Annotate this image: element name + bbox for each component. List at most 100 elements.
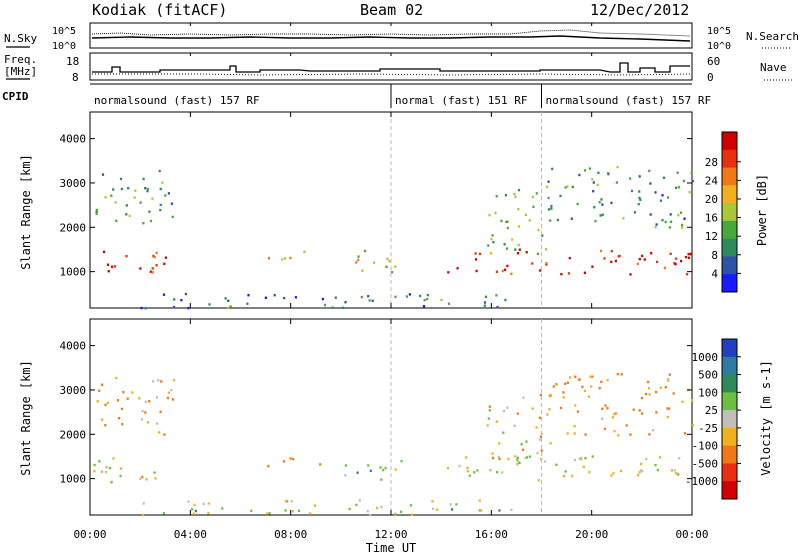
scatter-cell [191,508,194,511]
scatter-cell [536,252,539,256]
scatter-cell [675,472,678,475]
scatter-cell [227,299,230,302]
scatter-cell [95,212,98,215]
scatter-cell [550,205,553,208]
scatter-cell [344,474,347,477]
scatter-cell [431,500,434,503]
scatter-cell [162,293,166,296]
scatter-cell [119,177,123,181]
scatter-cell [151,267,154,270]
y-tick-label: 4000 [60,340,87,353]
scatter-cell [535,426,538,429]
cpid-label: CPID [2,90,29,103]
scatter-cell [146,189,149,193]
scatter-cell [93,469,96,473]
scatter-cell [294,296,297,299]
scatter-cell [101,418,104,421]
scatter-cell [229,305,232,308]
scatter-cell [284,509,287,512]
scatter-cell [127,187,130,190]
scatter-cell [629,273,632,276]
scatter-cell [538,438,541,441]
scatter-cell [487,417,490,420]
power-y-ticks: 1000 2000 3000 4000 [60,112,692,308]
scatter-cell [419,294,422,298]
scatter-cell [447,271,450,274]
scatter-cell [541,234,544,237]
scatter-cell [583,271,586,274]
scatter-cell [670,220,673,223]
colorbar-swatch [722,339,737,358]
scatter-cell [139,477,142,480]
scatter-cell [160,380,163,383]
scatter-cell [250,509,253,513]
colorbar-tick-label: 4 [711,267,718,280]
scatter-cell [146,187,150,191]
scatter-cell [101,383,104,386]
scatter-cell [495,195,498,198]
scatter-cell [408,293,411,296]
scatter-cell [537,228,540,232]
scatter-cell [516,412,519,415]
scatter-cell [379,466,382,469]
scatter-cell [142,502,145,505]
scatter-cell [361,269,364,272]
scatter-cell [648,169,651,173]
scatter-cell [489,469,492,472]
scatter-cell [163,433,166,436]
scatter-cell [303,250,306,253]
scatter-cell [484,295,488,298]
scatter-cell [569,376,572,379]
scatter-cell [633,211,636,214]
scatter-cell [555,383,558,386]
scatter-cell [655,223,658,226]
noise-search-trace [91,29,691,37]
scatter-cell [131,391,134,394]
scatter-cell [436,508,439,511]
scatter-cell [549,442,552,445]
scatter-cell [638,409,641,412]
scatter-cell [688,191,691,194]
scatter-cell [649,213,652,216]
scatter-cell [158,169,161,173]
scatter-cell [478,509,481,512]
scatter-cell [677,214,680,217]
scatter-cell [600,380,603,384]
scatter-cell [505,220,508,224]
scatter-cell [690,171,693,175]
scatter-cell [555,463,558,466]
scatter-cell [105,470,108,474]
scatter-cell [576,202,579,206]
scatter-cell [661,194,664,197]
scatter-cell [564,382,567,385]
scatter-cell [588,167,592,170]
colorbar-swatch [722,481,737,500]
scatter-cell [506,220,510,223]
x-tick-label: 00:00 [73,528,106,541]
scatter-cell [548,408,551,411]
scatter-cell [488,405,491,408]
scatter-cell [615,181,618,184]
scatter-cell [410,513,414,516]
scatter-cell [145,478,148,481]
colorbar-tick-label: -1000 [685,475,718,488]
scatter-cell [524,213,527,216]
scatter-cell [284,499,288,503]
scatter-cell [334,296,337,299]
scatter-cell [458,464,461,468]
noise-right-label: N.Search [746,30,799,43]
velocity-panel: 1000 2000 3000 4000 Slant Range [km] 1000 50… [19,318,773,517]
scatter-cell [488,409,491,412]
scatter-cell [156,422,159,425]
scatter-cell [358,499,361,502]
scatter-cell [592,190,595,193]
scatter-cell [491,234,494,237]
scatter-cell [114,201,117,204]
freq-left-tick-bottom: 8 [72,71,79,84]
power-ylabel: Slant Range [km] [19,154,33,270]
noise-panel-frame [89,22,693,49]
scatter-cell [531,407,534,410]
scatter-cell [144,307,147,310]
scatter-cell [650,252,653,255]
scatter-cell [501,471,504,474]
